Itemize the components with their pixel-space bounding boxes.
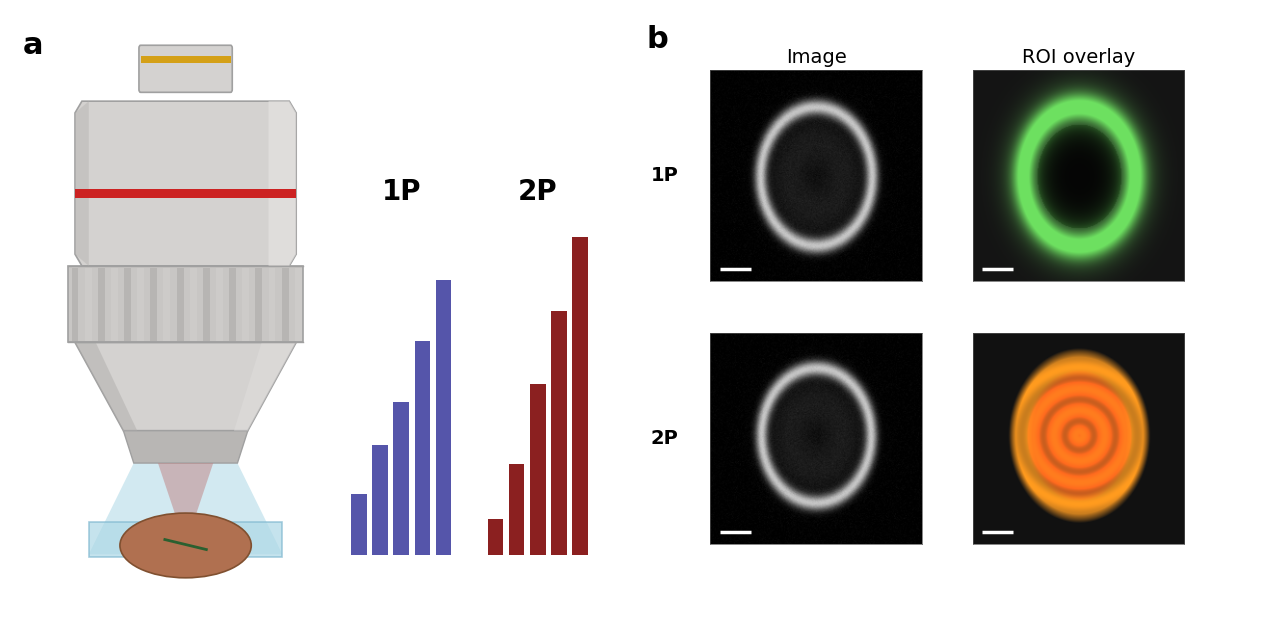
- Bar: [572, 237, 588, 555]
- Bar: [216, 269, 223, 341]
- Polygon shape: [123, 431, 248, 463]
- Polygon shape: [234, 342, 296, 431]
- Bar: [372, 445, 388, 555]
- Bar: [229, 269, 236, 341]
- Bar: [76, 189, 296, 198]
- Bar: [256, 269, 262, 341]
- Polygon shape: [76, 101, 88, 266]
- Bar: [488, 519, 503, 555]
- Bar: [164, 269, 170, 341]
- Polygon shape: [76, 342, 137, 431]
- Bar: [97, 269, 105, 341]
- Bar: [393, 403, 410, 555]
- Text: 2P: 2P: [518, 178, 558, 207]
- FancyBboxPatch shape: [140, 45, 232, 93]
- Polygon shape: [68, 266, 303, 342]
- Bar: [204, 269, 210, 341]
- Title: ROI overlay: ROI overlay: [1021, 48, 1135, 67]
- Bar: [111, 269, 118, 341]
- Ellipse shape: [120, 513, 251, 578]
- Bar: [124, 269, 131, 341]
- Text: a: a: [23, 31, 44, 59]
- Bar: [351, 494, 367, 555]
- Bar: [242, 269, 250, 341]
- Text: 2P: 2P: [650, 429, 678, 448]
- Bar: [269, 269, 275, 341]
- Bar: [415, 341, 430, 555]
- Text: 1P: 1P: [381, 178, 421, 207]
- Polygon shape: [157, 463, 214, 525]
- Bar: [141, 56, 230, 63]
- Text: b: b: [646, 25, 668, 54]
- Polygon shape: [76, 342, 296, 431]
- Bar: [84, 269, 92, 341]
- Bar: [150, 269, 157, 341]
- Bar: [137, 269, 145, 341]
- Bar: [72, 269, 78, 341]
- Bar: [530, 384, 545, 555]
- Bar: [509, 464, 525, 555]
- Bar: [435, 280, 452, 555]
- Bar: [177, 269, 183, 341]
- Polygon shape: [76, 101, 296, 266]
- Polygon shape: [269, 101, 296, 266]
- Text: 1P: 1P: [650, 166, 678, 185]
- Polygon shape: [88, 522, 283, 557]
- Bar: [294, 269, 302, 341]
- Polygon shape: [88, 463, 283, 554]
- Title: Image: Image: [786, 48, 846, 67]
- Bar: [189, 269, 197, 341]
- Bar: [282, 269, 288, 341]
- Bar: [552, 310, 567, 555]
